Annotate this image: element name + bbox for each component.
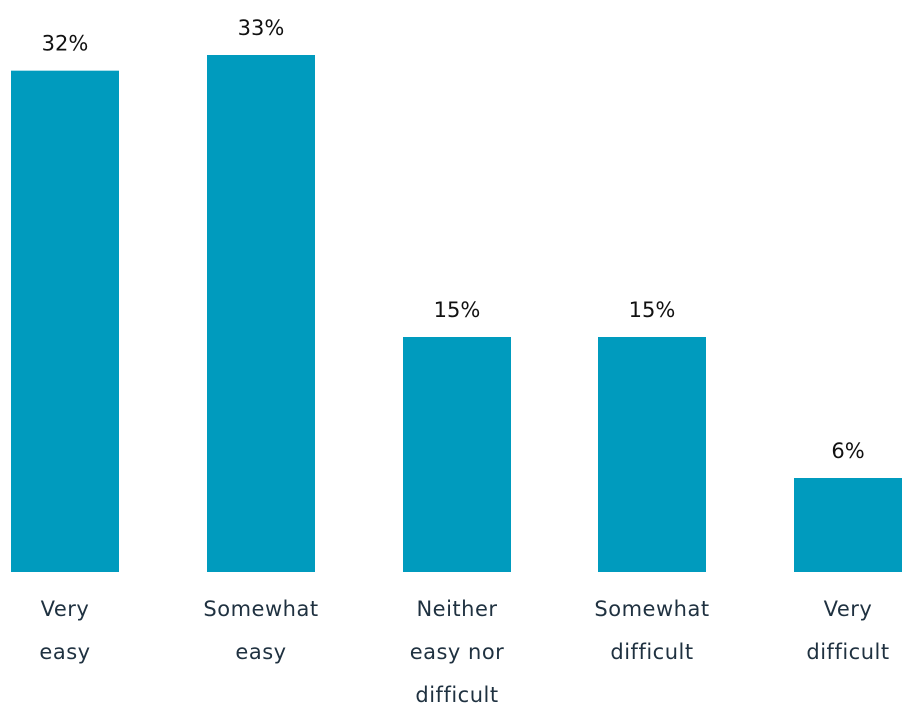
bar-2 [403, 337, 511, 572]
value-label-3: 15% [629, 298, 676, 322]
bar-0 [11, 70, 119, 573]
category-label-4-line-1: difficult [806, 640, 889, 664]
bar-3 [598, 337, 706, 572]
category-label-1-line-0: Somewhat [203, 597, 318, 621]
value-label-1: 33% [238, 16, 285, 40]
category-label-3-line-0: Somewhat [594, 597, 709, 621]
category-label-4-line-0: Very [824, 597, 873, 621]
value-label-2: 15% [434, 298, 481, 322]
category-label-2-line-2: difficult [415, 683, 498, 707]
bar-1 [207, 55, 315, 572]
category-label-0-line-0: Very [41, 597, 90, 621]
bar-4 [794, 478, 902, 572]
category-label-2-line-0: Neither [416, 597, 497, 621]
category-label-0-line-1: easy [39, 640, 90, 664]
category-label-1-line-1: easy [235, 640, 286, 664]
value-label-4: 6% [831, 439, 864, 463]
category-label-3-line-1: difficult [610, 640, 693, 664]
value-label-0: 32% [42, 32, 89, 56]
category-label-2-line-1: easy nor [410, 640, 505, 664]
